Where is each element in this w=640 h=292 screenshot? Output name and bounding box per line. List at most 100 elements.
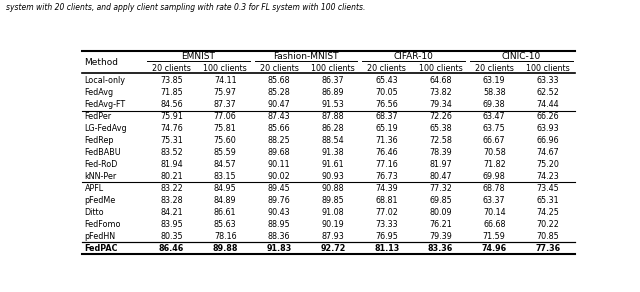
Text: LG-FedAvg: LG-FedAvg bbox=[84, 124, 127, 133]
Text: 84.57: 84.57 bbox=[214, 160, 237, 169]
Text: 65.38: 65.38 bbox=[429, 124, 452, 133]
Text: 100 clients: 100 clients bbox=[526, 64, 570, 73]
Text: 72.58: 72.58 bbox=[429, 136, 452, 145]
Text: Fed-RoD: Fed-RoD bbox=[84, 160, 118, 169]
Text: 84.95: 84.95 bbox=[214, 184, 237, 193]
Text: 68.81: 68.81 bbox=[376, 196, 398, 205]
Text: system with 20 clients, and apply client sampling with rate 0.3 for FL system wi: system with 20 clients, and apply client… bbox=[6, 3, 366, 12]
Text: 89.76: 89.76 bbox=[268, 196, 291, 205]
Text: 77.16: 77.16 bbox=[375, 160, 398, 169]
Text: 63.33: 63.33 bbox=[537, 76, 559, 85]
Text: 75.20: 75.20 bbox=[537, 160, 559, 169]
Text: 88.54: 88.54 bbox=[321, 136, 344, 145]
Text: 87.37: 87.37 bbox=[214, 100, 237, 109]
Text: 66.96: 66.96 bbox=[537, 136, 559, 145]
Text: EMNIST: EMNIST bbox=[181, 52, 215, 61]
Text: 74.44: 74.44 bbox=[537, 100, 559, 109]
Text: 81.13: 81.13 bbox=[374, 244, 399, 253]
Text: Ditto: Ditto bbox=[84, 208, 104, 217]
Text: kNN-Per: kNN-Per bbox=[84, 172, 116, 181]
Text: 78.16: 78.16 bbox=[214, 232, 237, 241]
Text: 85.28: 85.28 bbox=[268, 88, 291, 97]
Text: 90.88: 90.88 bbox=[321, 184, 344, 193]
Text: 90.43: 90.43 bbox=[268, 208, 291, 217]
Text: 80.21: 80.21 bbox=[160, 172, 182, 181]
Text: 87.93: 87.93 bbox=[321, 232, 344, 241]
Text: 73.33: 73.33 bbox=[375, 220, 398, 229]
Text: 92.72: 92.72 bbox=[320, 244, 346, 253]
Text: 83.28: 83.28 bbox=[160, 196, 182, 205]
Text: 90.47: 90.47 bbox=[268, 100, 291, 109]
Text: 85.68: 85.68 bbox=[268, 76, 291, 85]
Text: 88.25: 88.25 bbox=[268, 136, 291, 145]
Text: APFL: APFL bbox=[84, 184, 104, 193]
Text: 71.59: 71.59 bbox=[483, 232, 506, 241]
Text: 80.09: 80.09 bbox=[429, 208, 452, 217]
Text: 77.36: 77.36 bbox=[536, 244, 561, 253]
Text: 76.21: 76.21 bbox=[429, 220, 452, 229]
Text: 70.85: 70.85 bbox=[537, 232, 559, 241]
Text: 71.82: 71.82 bbox=[483, 160, 506, 169]
Text: 90.93: 90.93 bbox=[321, 172, 344, 181]
Text: 91.53: 91.53 bbox=[321, 100, 344, 109]
Text: 20 clients: 20 clients bbox=[152, 64, 191, 73]
Text: 85.66: 85.66 bbox=[268, 124, 291, 133]
Text: 75.81: 75.81 bbox=[214, 124, 237, 133]
Text: FedFomo: FedFomo bbox=[84, 220, 121, 229]
Text: FedBABU: FedBABU bbox=[84, 148, 121, 157]
Text: 75.91: 75.91 bbox=[160, 112, 183, 121]
Text: 83.15: 83.15 bbox=[214, 172, 237, 181]
Text: 88.95: 88.95 bbox=[268, 220, 291, 229]
Text: 100 clients: 100 clients bbox=[204, 64, 247, 73]
Text: 83.95: 83.95 bbox=[160, 220, 183, 229]
Text: 70.58: 70.58 bbox=[483, 148, 506, 157]
Text: CINIC-10: CINIC-10 bbox=[502, 52, 541, 61]
Text: 86.61: 86.61 bbox=[214, 208, 236, 217]
Text: 74.76: 74.76 bbox=[160, 124, 183, 133]
Text: 63.47: 63.47 bbox=[483, 112, 506, 121]
Text: 63.93: 63.93 bbox=[537, 124, 559, 133]
Text: 72.26: 72.26 bbox=[429, 112, 452, 121]
Text: Local-only: Local-only bbox=[84, 76, 125, 85]
Text: 73.45: 73.45 bbox=[537, 184, 559, 193]
Text: 70.05: 70.05 bbox=[375, 88, 398, 97]
Text: FedPAC: FedPAC bbox=[84, 244, 118, 253]
Text: 69.85: 69.85 bbox=[429, 196, 452, 205]
Text: 65.19: 65.19 bbox=[375, 124, 398, 133]
Text: 66.26: 66.26 bbox=[537, 112, 559, 121]
Text: 100 clients: 100 clients bbox=[311, 64, 355, 73]
Text: 86.37: 86.37 bbox=[321, 76, 344, 85]
Text: 69.38: 69.38 bbox=[483, 100, 506, 109]
Text: 70.14: 70.14 bbox=[483, 208, 506, 217]
Text: FedPer: FedPer bbox=[84, 112, 111, 121]
Text: 73.82: 73.82 bbox=[429, 88, 452, 97]
Text: 83.36: 83.36 bbox=[428, 244, 453, 253]
Text: 81.94: 81.94 bbox=[160, 160, 182, 169]
Text: 63.75: 63.75 bbox=[483, 124, 506, 133]
Text: 75.31: 75.31 bbox=[160, 136, 183, 145]
Text: 76.95: 76.95 bbox=[375, 232, 398, 241]
Text: 70.22: 70.22 bbox=[537, 220, 559, 229]
Text: 63.19: 63.19 bbox=[483, 76, 506, 85]
Text: 86.28: 86.28 bbox=[321, 124, 344, 133]
Text: 89.88: 89.88 bbox=[212, 244, 238, 253]
Text: Fashion-MNIST: Fashion-MNIST bbox=[273, 52, 339, 61]
Text: 76.73: 76.73 bbox=[375, 172, 398, 181]
Text: 68.78: 68.78 bbox=[483, 184, 506, 193]
Text: 81.97: 81.97 bbox=[429, 160, 452, 169]
Text: 75.97: 75.97 bbox=[214, 88, 237, 97]
Text: 20 clients: 20 clients bbox=[367, 64, 406, 73]
Text: FedRep: FedRep bbox=[84, 136, 114, 145]
Text: 74.25: 74.25 bbox=[537, 208, 559, 217]
Text: FedAvg: FedAvg bbox=[84, 88, 113, 97]
Text: 83.52: 83.52 bbox=[160, 148, 183, 157]
Text: 77.32: 77.32 bbox=[429, 184, 452, 193]
Text: 84.21: 84.21 bbox=[160, 208, 182, 217]
Text: 86.89: 86.89 bbox=[321, 88, 344, 97]
Text: 89.68: 89.68 bbox=[268, 148, 291, 157]
Text: 20 clients: 20 clients bbox=[260, 64, 298, 73]
Text: 77.02: 77.02 bbox=[375, 208, 398, 217]
Text: 64.68: 64.68 bbox=[429, 76, 452, 85]
Text: 91.61: 91.61 bbox=[321, 160, 344, 169]
Text: 79.34: 79.34 bbox=[429, 100, 452, 109]
